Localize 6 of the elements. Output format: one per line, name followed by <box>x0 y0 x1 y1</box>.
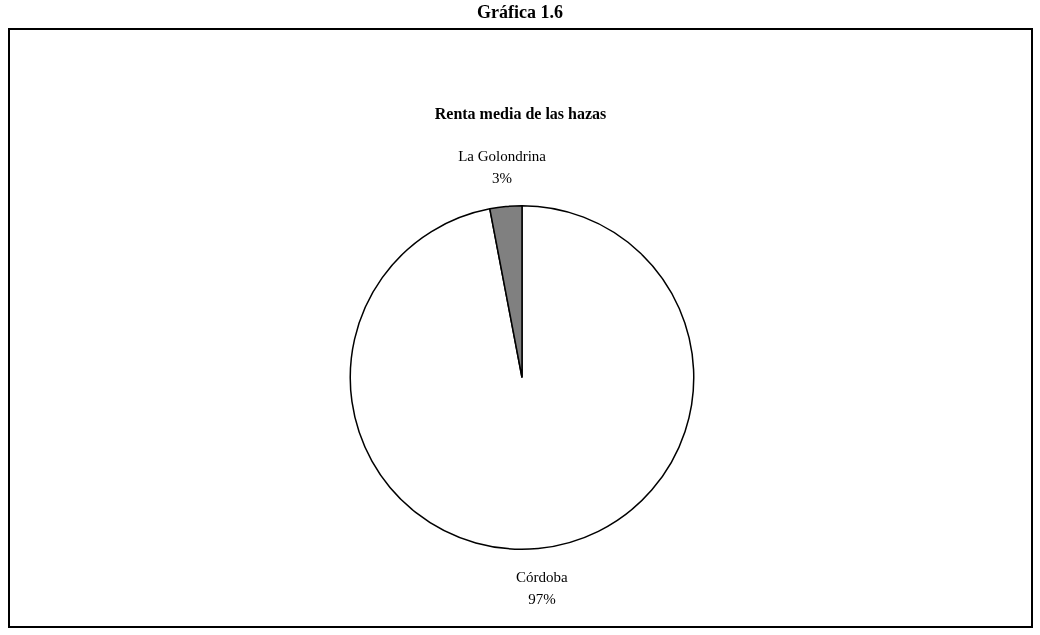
chart-subtitle: Renta media de las hazas <box>433 105 608 123</box>
data-label: 97% <box>528 591 556 608</box>
chart-title: Gráfica 1.6 <box>476 2 564 23</box>
data-label: 3% <box>492 169 513 186</box>
slice-label: La Golondrina <box>458 147 547 164</box>
slice-label: Córdoba <box>516 569 569 586</box>
